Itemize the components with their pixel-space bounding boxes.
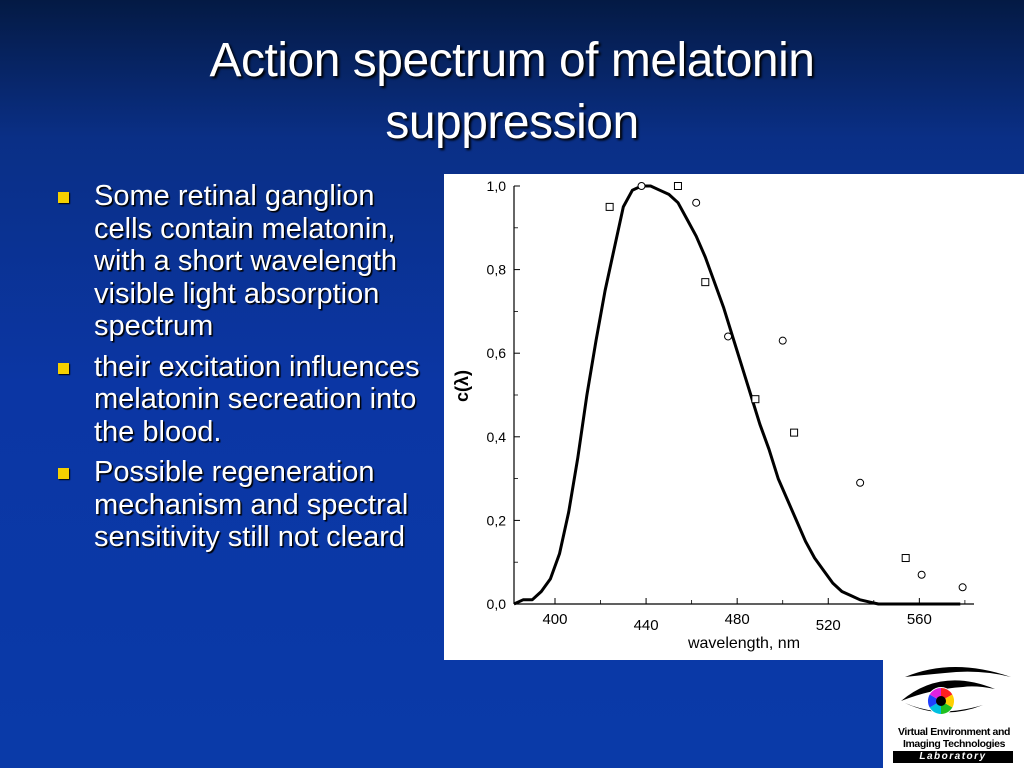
y-tick-label: 0,6 xyxy=(487,345,507,361)
logo-line-1: Virtual Environment and xyxy=(898,726,1010,738)
eye-icon xyxy=(901,667,1011,715)
square-data-point xyxy=(673,182,682,190)
series xyxy=(513,182,967,606)
y-tick-label: 0,0 xyxy=(487,596,507,612)
square-data-point xyxy=(751,395,760,404)
square-data-point xyxy=(701,278,710,287)
square-data-point xyxy=(901,554,910,563)
bullet-text: Possible regeneration mechanism and spec… xyxy=(94,456,409,553)
title-line-1: Action spectrum of melatonin xyxy=(209,34,815,87)
circle-data-point xyxy=(637,182,646,190)
bullet-item: Possible regeneration mechanism and spec… xyxy=(54,456,438,554)
chart-panel: 0,0 0,2 0,4 0,6 0,8 1,0 400 440 480 520 560 wavele… xyxy=(444,174,1024,660)
y-tick-label: 0,8 xyxy=(487,262,507,278)
circle-data-point xyxy=(856,478,865,487)
axes xyxy=(513,185,974,605)
logo-line-2: Imaging Technologies xyxy=(902,738,1006,750)
y-tick-label: 1,0 xyxy=(487,178,507,194)
x-tick-label: 480 xyxy=(725,611,750,628)
bullet-text: their excitation influences melatonin se… xyxy=(94,350,420,448)
tick-labels: 0,0 0,2 0,4 0,6 0,8 1,0 400 440 480 520 560 xyxy=(487,178,932,634)
bullet-square-icon xyxy=(58,362,69,374)
circle-data-point xyxy=(917,570,926,579)
circle-data-point xyxy=(778,336,787,345)
spectrum-curve xyxy=(513,184,961,606)
bullet-square-icon xyxy=(58,192,69,203)
x-tick-label: 560 xyxy=(907,611,932,628)
circle-data-point xyxy=(958,583,967,592)
square-data-point xyxy=(790,428,799,437)
x-tick-label: 440 xyxy=(634,617,659,634)
bullet-square-icon xyxy=(58,468,69,479)
y-axis-label: c(λ) xyxy=(452,370,472,402)
bullet-text: Some retinal ganglion cells contain mela… xyxy=(94,180,398,342)
x-tick-label: 400 xyxy=(542,611,567,628)
x-tick-label: 520 xyxy=(816,617,841,634)
bullet-item: their excitation influences melatonin se… xyxy=(54,351,438,449)
y-tick-label: 0,2 xyxy=(487,512,507,528)
lab-logo: Virtual Environment and Imaging Technolo… xyxy=(883,659,1024,768)
circle-data-point xyxy=(692,198,701,207)
square-data-point xyxy=(605,202,614,211)
page-title: Action spectrum of melatonin suppression xyxy=(0,30,1024,154)
action-spectrum-chart: 0,0 0,2 0,4 0,6 0,8 1,0 400 440 480 520 560 wavele… xyxy=(452,178,974,652)
bullet-item: Some retinal ganglion cells contain mela… xyxy=(54,180,438,343)
title-line-2: suppression xyxy=(385,96,639,149)
bullet-list: Some retinal ganglion cells contain mela… xyxy=(54,180,438,562)
logo-line-3: Laboratory xyxy=(893,751,1013,763)
circle-data-point xyxy=(724,332,733,341)
y-tick-label: 0,4 xyxy=(487,429,507,445)
x-axis-label: wavelength, nm xyxy=(687,635,800,652)
